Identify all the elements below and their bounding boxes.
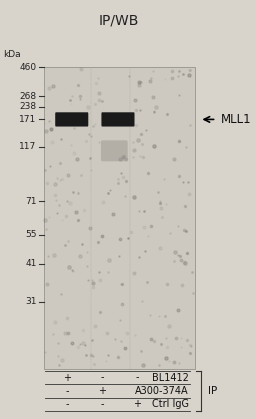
Text: MLL1: MLL1	[221, 113, 252, 126]
FancyBboxPatch shape	[101, 112, 134, 127]
FancyBboxPatch shape	[55, 112, 88, 127]
Text: -: -	[136, 372, 139, 383]
Text: -: -	[136, 386, 139, 396]
Text: 117: 117	[19, 142, 37, 151]
Text: -: -	[100, 399, 104, 409]
Text: 31: 31	[25, 297, 37, 306]
Text: Ctrl IgG: Ctrl IgG	[152, 399, 188, 409]
Text: 71: 71	[25, 197, 37, 206]
Text: +: +	[98, 386, 106, 396]
Text: +: +	[63, 372, 71, 383]
Bar	[44, 67, 195, 369]
Text: 171: 171	[19, 115, 37, 124]
Text: IP/WB: IP/WB	[99, 14, 139, 28]
Text: 238: 238	[19, 102, 37, 111]
Text: 41: 41	[25, 259, 37, 269]
Text: 460: 460	[19, 62, 37, 72]
Text: kDa: kDa	[3, 50, 21, 59]
Text: +: +	[133, 399, 141, 409]
Text: -: -	[100, 372, 104, 383]
Text: -: -	[65, 399, 69, 409]
Text: IP: IP	[208, 386, 217, 396]
Text: 55: 55	[25, 230, 37, 239]
Text: BL1412: BL1412	[152, 372, 188, 383]
Text: -: -	[65, 386, 69, 396]
Text: 268: 268	[19, 92, 37, 101]
Text: A300-374A: A300-374A	[135, 386, 188, 396]
FancyBboxPatch shape	[101, 140, 128, 161]
